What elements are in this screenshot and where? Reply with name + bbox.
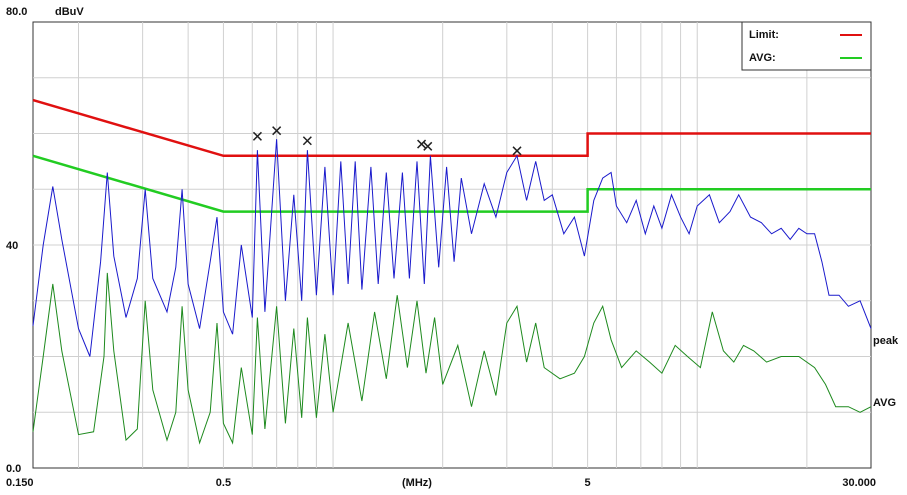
traces xyxy=(32,139,872,445)
y-tick-label: 40 xyxy=(6,240,18,252)
peak-marker-stroke xyxy=(417,139,427,149)
legend-label-avg: AVG: xyxy=(749,52,776,64)
x-tick-label: 0.5 xyxy=(216,477,231,489)
trace-peak xyxy=(32,139,872,357)
peak-marker-stroke xyxy=(423,141,433,151)
peak-marker xyxy=(423,141,433,151)
peak-marker xyxy=(272,126,282,136)
legend-box xyxy=(741,21,872,71)
limit-lines xyxy=(32,98,871,213)
peak-marker xyxy=(512,146,522,156)
grid xyxy=(33,22,871,468)
x-tick-label: 30.000 xyxy=(842,477,876,489)
peak-marker-stroke xyxy=(302,136,312,146)
limit-line-avg xyxy=(32,154,871,213)
peak-marker-stroke xyxy=(252,131,262,141)
y-tick-label: 0.0 xyxy=(6,463,21,475)
y-unit-label: dBuV xyxy=(55,6,84,18)
x-tick-label: 0.150 xyxy=(6,477,34,489)
trace-label-peak: peak xyxy=(873,335,899,347)
limit-line-qp xyxy=(32,98,871,158)
peak-marker xyxy=(302,136,312,146)
y-tick-label: 80.0 xyxy=(6,6,27,18)
x-tick-label: (MHz) xyxy=(402,477,432,489)
peak-marker-stroke xyxy=(512,146,522,156)
peak-marker xyxy=(417,139,427,149)
peak-marker xyxy=(252,131,262,141)
trace-avg xyxy=(32,272,872,445)
peak-marker-stroke xyxy=(272,126,282,136)
trace-label-avg: AVG xyxy=(873,397,896,409)
legend: Limit: AVG: xyxy=(741,21,872,71)
x-tick-label: 5 xyxy=(585,477,591,489)
y-tick-labels: 80.0 40 0.0 xyxy=(6,6,27,475)
peak-markers xyxy=(252,126,522,156)
x-tick-labels: 0.150 0.5 (MHz) 5 30.000 xyxy=(6,477,876,489)
legend-label-limit: Limit: xyxy=(749,29,779,41)
